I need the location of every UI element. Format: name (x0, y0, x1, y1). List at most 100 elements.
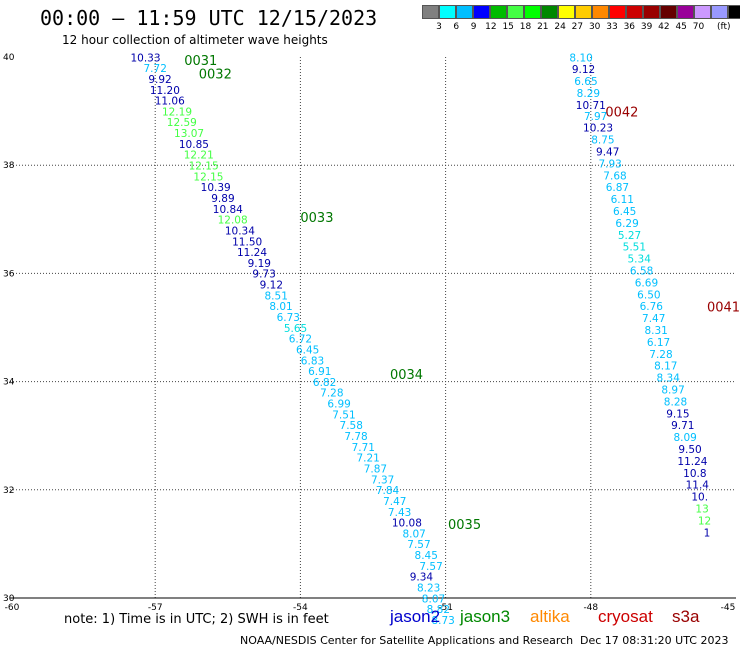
wave-height-value: 6.45 (296, 344, 319, 356)
legend-item-altika: altika (530, 607, 570, 626)
wave-height-value: 8.07 (422, 593, 445, 605)
wave-height-value: 6.99 (327, 399, 350, 411)
wave-height-value: 7.43 (388, 507, 411, 519)
color-swatch (592, 5, 609, 19)
color-scale-label: 30 (588, 22, 601, 32)
wave-height-value: 12.21 (184, 150, 214, 162)
wave-height-value: 7.21 (356, 453, 379, 465)
wave-height-value: 10.39 (201, 182, 231, 194)
wave-height-value: 7.93 (598, 158, 621, 170)
y-tick-label: 38 (3, 161, 15, 171)
map-grid (10, 57, 736, 599)
color-scale-unit: (ft) (717, 22, 731, 32)
pass-time-label: 0032 (199, 68, 232, 83)
wave-height-value: 11.20 (150, 85, 180, 97)
wave-height-value: 9.71 (671, 420, 694, 432)
wave-height-value: 13.07 (174, 128, 204, 140)
wave-height-value: 9.47 (596, 146, 619, 158)
y-tick-label: 34 (3, 378, 15, 388)
wave-height-value: 8.29 (577, 88, 600, 100)
x-tick-label: -60 (5, 603, 20, 613)
wave-height-value: 10.84 (213, 204, 243, 216)
color-swatch (575, 5, 592, 19)
legend-item-cryosat: cryosat (598, 607, 653, 626)
color-scale-label: 70 (692, 22, 705, 32)
y-tick-label: 30 (3, 594, 15, 604)
wave-height-value: 6.83 (301, 355, 324, 367)
wave-height-value: 7.47 (642, 313, 665, 325)
axis-ticks: -60 -57 -54 -51 -48 -45 30 32 34 36 38 40 (3, 53, 735, 613)
wave-height-value: 8.17 (654, 361, 677, 373)
wave-height-value: 7.47 (383, 496, 406, 508)
wave-height-value: 10.85 (179, 139, 209, 151)
pass-time-label: 0031 (184, 54, 217, 69)
color-swatch (660, 5, 677, 19)
wave-height-value: 9.73 (252, 269, 275, 281)
wave-height-value: 7.57 (407, 539, 430, 551)
wave-height-value: 8.51 (265, 290, 288, 302)
wave-height-value: 10.34 (225, 225, 255, 237)
wave-height-value: 10.08 (392, 518, 422, 530)
wave-height-value: 7.84 (376, 485, 400, 497)
wave-height-value: 6.69 (635, 277, 658, 289)
wave-height-value: 7.71 (352, 442, 375, 454)
wave-height-value: 11.06 (155, 96, 185, 108)
wave-height-value: 8.01 (269, 301, 292, 313)
wave-height-value: 7.37 (371, 474, 394, 486)
wave-height-value: 8.73 (431, 615, 454, 627)
wave-height-value: 12.08 (218, 215, 248, 227)
color-swatch (507, 5, 524, 19)
wave-height-value: 6.11 (611, 194, 634, 206)
color-swatch (439, 5, 456, 19)
wave-height-value: 7.87 (364, 463, 387, 475)
wave-height-value: 11.4 (686, 480, 710, 492)
wave-height-value: 6.29 (615, 218, 638, 230)
wave-height-value: 5.34 (628, 254, 652, 266)
wave-height-value: 8.23 (417, 583, 440, 595)
color-scale-label: 39 (640, 22, 653, 32)
color-swatch (694, 5, 711, 19)
color-scale-label: 36 (623, 22, 636, 32)
color-scale-label: 42 (658, 22, 670, 32)
wave-height-value: 9.92 (148, 74, 171, 86)
x-tick-label: -51 (438, 603, 453, 613)
color-scale-label: 21 (537, 22, 549, 32)
wave-height-value: 5.51 (623, 242, 646, 254)
wave-height-value: 7.28 (649, 349, 672, 361)
wave-height-value: 9.12 (572, 64, 595, 76)
wave-height-value: 8.09 (673, 432, 696, 444)
wave-height-value: 12.15 (189, 161, 219, 173)
wave-height-value: 6.91 (308, 366, 331, 378)
wave-height-value: 6.50 (637, 289, 660, 301)
x-tick-label: -54 (293, 603, 308, 613)
wave-height-value: 8.07 (402, 528, 425, 540)
wave-height-value: 11.50 (232, 236, 262, 248)
credit-text: NOAA/NESDIS Center for Satellite Applica… (240, 634, 574, 647)
wave-height-value: 10.8 (683, 468, 706, 480)
wave-height-value: 1 (704, 527, 711, 539)
wave-height-value: 9.34 (410, 572, 434, 584)
wave-height-value: 11.24 (237, 247, 267, 259)
y-tick-label: 32 (3, 486, 14, 496)
wave-height-value: 7.28 (320, 388, 343, 400)
color-scale-label: 12 (485, 22, 497, 32)
pass-time-label: 0033 (300, 211, 333, 226)
pass-time-label: 0041 (707, 300, 740, 315)
wave-height-value: 8.82 (427, 604, 450, 616)
pass-time-label: 0035 (448, 518, 481, 533)
color-swatch (456, 5, 473, 19)
wave-height-value: 8.10 (569, 52, 592, 64)
x-tick-label: -45 (721, 603, 736, 613)
wave-height-value: 7.51 (332, 409, 355, 421)
wave-height-value: 6.58 (630, 265, 653, 277)
wave-height-value: 12.19 (162, 106, 192, 118)
wave-height-value: 10.71 (576, 100, 606, 112)
y-tick-label: 40 (3, 53, 15, 63)
color-scale-label: 3 (436, 22, 442, 32)
wave-height-value: 7.78 (344, 431, 367, 443)
wave-height-value: 8.97 (661, 385, 684, 397)
color-scale-label: 33 (606, 22, 618, 32)
wave-height-value: 10.33 (130, 52, 160, 64)
